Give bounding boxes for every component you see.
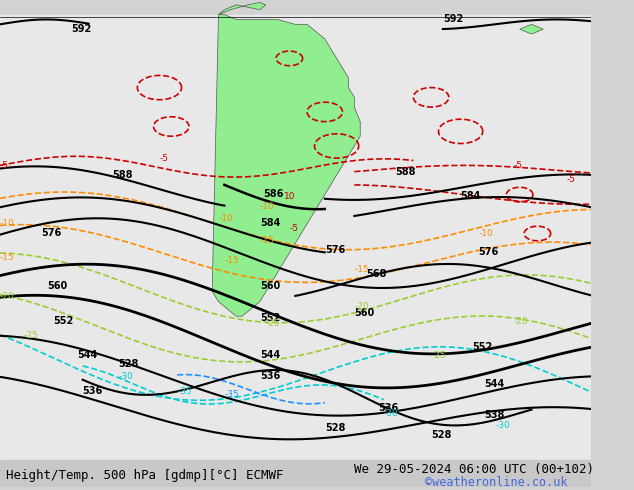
- Text: -10: -10: [478, 229, 493, 238]
- Text: 528: 528: [118, 359, 138, 369]
- Text: 560: 560: [260, 281, 280, 292]
- Text: 552: 552: [260, 313, 280, 323]
- Text: -5: -5: [567, 175, 576, 184]
- Text: 544: 544: [77, 349, 97, 360]
- Polygon shape: [212, 15, 360, 316]
- Text: 588: 588: [396, 167, 416, 177]
- Text: 592: 592: [71, 24, 91, 34]
- Text: -15: -15: [260, 236, 275, 245]
- Text: -35: -35: [177, 387, 192, 396]
- Text: 544: 544: [260, 349, 280, 360]
- Text: 528: 528: [325, 422, 345, 433]
- Text: 552: 552: [53, 316, 74, 325]
- Text: -20: -20: [0, 292, 15, 301]
- Polygon shape: [520, 24, 543, 34]
- Text: -35: -35: [224, 390, 239, 398]
- Text: 536: 536: [378, 403, 398, 413]
- Text: 10: 10: [283, 193, 295, 201]
- Text: -25: -25: [266, 319, 280, 328]
- Text: -15: -15: [224, 256, 239, 265]
- Text: -25: -25: [23, 331, 38, 340]
- Text: 538: 538: [484, 411, 505, 420]
- Text: 588: 588: [112, 170, 133, 179]
- Text: -5: -5: [0, 161, 9, 170]
- Text: -25: -25: [431, 350, 446, 360]
- Text: 592: 592: [443, 14, 463, 24]
- Text: 568: 568: [366, 270, 387, 279]
- Text: 544: 544: [484, 379, 505, 389]
- Text: -30: -30: [118, 372, 133, 382]
- Text: -5: -5: [514, 161, 523, 170]
- Text: We 29-05-2024 06:00 UTC (00+102): We 29-05-2024 06:00 UTC (00+102): [354, 464, 594, 476]
- Text: -10: -10: [260, 202, 275, 211]
- Text: 536: 536: [260, 371, 280, 382]
- Text: 528: 528: [431, 430, 451, 440]
- Bar: [0, 460, 590, 487]
- Text: -5: -5: [159, 153, 169, 163]
- Text: -20: -20: [354, 302, 369, 311]
- Text: 560: 560: [48, 281, 67, 292]
- Text: -10: -10: [0, 219, 15, 228]
- Text: -20: -20: [514, 317, 528, 325]
- Text: 584: 584: [461, 192, 481, 201]
- Text: -15: -15: [0, 253, 15, 262]
- Text: ©weatheronline.co.uk: ©weatheronline.co.uk: [425, 476, 567, 489]
- Text: 576: 576: [325, 245, 345, 255]
- Text: 552: 552: [472, 343, 493, 352]
- Polygon shape: [219, 2, 266, 15]
- Text: 576: 576: [41, 228, 61, 238]
- Text: -10: -10: [219, 214, 233, 223]
- Text: -15: -15: [354, 266, 369, 274]
- Text: Height/Temp. 500 hPa [gdmp][°C] ECMWF: Height/Temp. 500 hPa [gdmp][°C] ECMWF: [6, 469, 283, 482]
- Text: -30: -30: [496, 421, 511, 430]
- Text: 576: 576: [478, 247, 498, 257]
- Text: 536: 536: [82, 386, 103, 396]
- Text: -30: -30: [384, 409, 399, 418]
- Text: 560: 560: [354, 308, 375, 318]
- Text: 586: 586: [262, 189, 283, 199]
- Text: -5: -5: [289, 224, 299, 233]
- Text: 584: 584: [260, 218, 280, 228]
